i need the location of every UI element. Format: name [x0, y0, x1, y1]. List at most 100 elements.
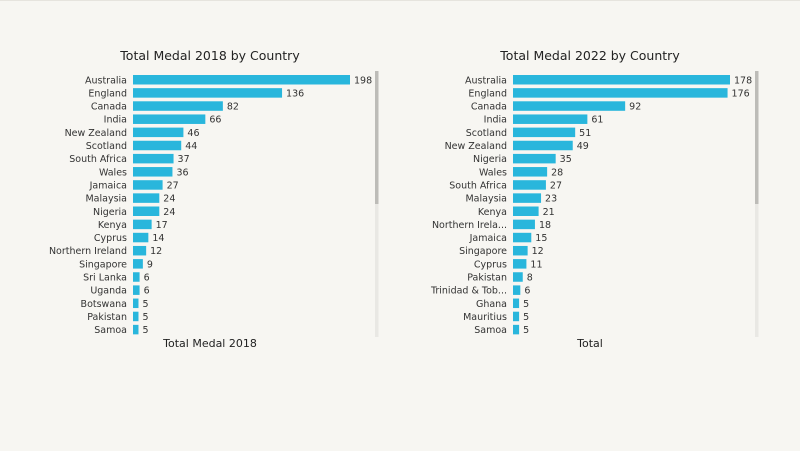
bar[interactable] [513, 259, 527, 269]
bar[interactable] [513, 153, 556, 164]
value-label: 46 [187, 128, 199, 139]
bar[interactable] [513, 167, 548, 177]
bar[interactable] [133, 193, 160, 203]
value-label: 6 [524, 286, 530, 297]
category-label: Singapore [459, 246, 507, 257]
bar[interactable] [513, 324, 520, 335]
bar[interactable] [133, 219, 152, 230]
bar[interactable] [513, 232, 532, 243]
category-label: Malaysia [85, 194, 127, 205]
bar[interactable] [133, 232, 149, 243]
category-label: India [484, 115, 507, 126]
category-label: Nigeria [93, 207, 127, 218]
chart-panel-2018: Total Medal 2018 by Country Australia 198… [40, 40, 380, 360]
category-label: Australia [85, 75, 127, 86]
category-label: Cyprus [474, 259, 507, 270]
value-label: 44 [185, 141, 197, 152]
bar[interactable] [513, 75, 730, 85]
bar[interactable] [133, 140, 182, 151]
bar[interactable] [133, 206, 160, 217]
category-label: Jamaica [89, 180, 127, 191]
bar[interactable] [133, 245, 147, 256]
value-label: 12 [150, 246, 162, 257]
value-label: 5 [142, 312, 148, 323]
bar[interactable] [133, 324, 139, 335]
bar[interactable] [513, 311, 520, 322]
chart-title-2018: Total Medal 2018 by Country [120, 48, 300, 63]
value-label: 92 [629, 102, 641, 113]
category-label: India [104, 115, 127, 126]
category-label: New Zealand [445, 141, 507, 152]
bar[interactable] [513, 219, 535, 230]
category-label: South Africa [69, 154, 127, 165]
value-label: 8 [527, 273, 533, 284]
bar[interactable] [513, 127, 576, 138]
value-label: 178 [734, 75, 752, 86]
bar[interactable] [133, 298, 139, 309]
bar[interactable] [133, 75, 350, 85]
category-label: Samoa [94, 325, 127, 336]
category-label: Australia [465, 75, 507, 86]
category-label: Pakistan [87, 312, 127, 323]
category-label: Nigeria [473, 154, 507, 165]
scrollbar-thumb[interactable] [375, 71, 379, 204]
value-label: 61 [591, 115, 603, 126]
value-label: 11 [530, 259, 542, 270]
bar[interactable] [513, 180, 546, 190]
value-label: 36 [176, 167, 188, 178]
bar[interactable] [513, 206, 539, 217]
category-label: Northern Ireland [49, 246, 127, 257]
scrollbar-thumb[interactable] [755, 71, 759, 204]
bar[interactable] [133, 180, 163, 190]
value-label: 24 [163, 194, 175, 205]
bar[interactable] [513, 298, 520, 309]
category-label: Cyprus [94, 233, 127, 244]
category-label: Mauritius [463, 312, 507, 323]
bar[interactable] [513, 114, 588, 124]
value-label: 66 [209, 115, 221, 126]
bar[interactable] [513, 140, 573, 151]
bar[interactable] [513, 272, 523, 282]
category-label: Canada [91, 102, 127, 113]
value-label: 9 [147, 259, 153, 270]
value-label: 6 [144, 286, 150, 297]
value-label: 37 [178, 154, 190, 165]
bar[interactable] [133, 127, 184, 138]
value-label: 49 [577, 141, 589, 152]
bar[interactable] [133, 88, 283, 98]
category-label: Ghana [476, 299, 507, 310]
value-label: 82 [227, 102, 239, 113]
bar[interactable] [513, 101, 626, 111]
category-label: South Africa [449, 180, 507, 191]
bar[interactable] [513, 88, 728, 98]
category-label: Botswana [81, 299, 127, 310]
category-label: Scotland [86, 141, 127, 152]
bar[interactable] [133, 114, 206, 124]
chart-title-2022: Total Medal 2022 by Country [500, 48, 680, 63]
bar-chart-2022: Australia 178 England 176 Canada 92 India 61 Sco… [430, 71, 759, 337]
bar[interactable] [133, 285, 140, 295]
value-label: 5 [523, 312, 529, 323]
value-label: 51 [579, 128, 591, 139]
bar[interactable] [133, 259, 143, 269]
category-label: Kenya [98, 220, 127, 231]
value-label: 17 [156, 220, 168, 231]
x-axis-label-2022: Total [577, 337, 603, 350]
bar[interactable] [513, 285, 521, 295]
value-label: 24 [163, 207, 175, 218]
value-label: 18 [539, 220, 551, 231]
bar[interactable] [513, 245, 528, 256]
category-label: Kenya [478, 207, 507, 218]
value-label: 28 [551, 167, 563, 178]
bar[interactable] [133, 153, 174, 164]
category-label: Wales [479, 167, 507, 178]
bar[interactable] [513, 193, 542, 203]
bar[interactable] [133, 272, 140, 282]
bar[interactable] [133, 311, 139, 322]
bar[interactable] [133, 101, 223, 111]
bar[interactable] [133, 167, 173, 177]
value-label: 12 [532, 246, 544, 257]
value-label: 5 [142, 299, 148, 310]
value-label: 27 [167, 180, 179, 191]
